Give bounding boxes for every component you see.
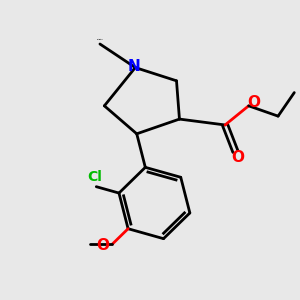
Text: O: O <box>231 150 244 165</box>
Text: methyl: methyl <box>98 39 103 41</box>
Text: N: N <box>128 58 140 74</box>
Text: O: O <box>248 95 260 110</box>
Text: Cl: Cl <box>87 170 102 184</box>
Text: O: O <box>96 238 109 253</box>
Text: methyl: methyl <box>97 39 102 41</box>
